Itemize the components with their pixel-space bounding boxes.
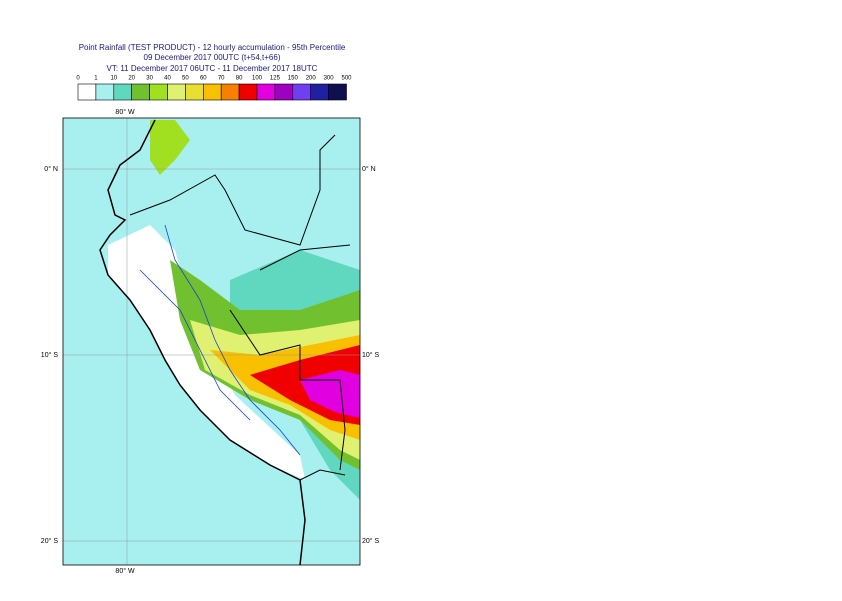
subtitle: 09 December 2017 00UTC (t+54,t+66) [144,53,281,62]
legend-label: 150 [288,76,299,82]
lat-label: 0° N [362,165,376,173]
legend-label: 500 [341,76,352,82]
rain-area [150,120,190,175]
legend-swatch [256,83,276,101]
legend-swatch [77,83,97,101]
region-border [139,224,301,456]
lon-label: 80° W [115,567,135,575]
legend-swatch [238,83,258,101]
legend-swatch [131,83,150,101]
title: Point Rainfall (TEST PRODUCT) - 12 hourl… [79,43,346,52]
lat-label: 10° S [41,351,59,359]
legend-swatch [274,83,294,101]
legend-label: 50 [182,76,189,82]
legend-swatch [220,83,240,101]
legend-swatch [113,83,133,101]
legend-label: 125 [270,76,281,82]
legend-label: 200 [306,76,317,82]
legend-label: 40 [164,76,171,82]
legend-label: 20 [128,76,135,82]
lat-label: 10° S [362,351,380,359]
legend-label: 0 [76,76,80,82]
legend-label: 60 [200,76,207,82]
legend-swatch [167,83,186,101]
legend-label: 300 [324,76,335,82]
legend-swatch [95,83,115,101]
coastline [99,119,306,566]
legend-label: 70 [218,76,225,82]
border [129,134,351,481]
rain-area [300,370,360,418]
legend-swatch [292,83,311,101]
legend-swatch [149,83,168,101]
lon-label: 80° W [115,108,135,116]
legend-swatch [310,83,329,101]
map-frame [62,117,361,566]
map: 80° W 80° W [62,108,361,575]
legend-label: 100 [252,76,263,82]
legend-swatch [185,83,204,101]
legend-label: 80 [236,76,243,82]
lat-label: 0° N [44,165,58,173]
legend-label: 10 [110,76,117,82]
lat-label: 20° S [362,537,380,545]
valid-time: VT: 11 December 2017 06UTC - 11 December… [107,64,318,73]
legend-label: 30 [146,76,153,82]
legend: 0 1 10 20 30 40 50 60 70 80 100 125 150 200 300 500 [76,76,352,101]
legend-swatch [328,83,347,101]
legend-swatch [203,83,222,101]
lat-label: 20° S [41,537,59,545]
legend-label: 1 [94,76,98,82]
